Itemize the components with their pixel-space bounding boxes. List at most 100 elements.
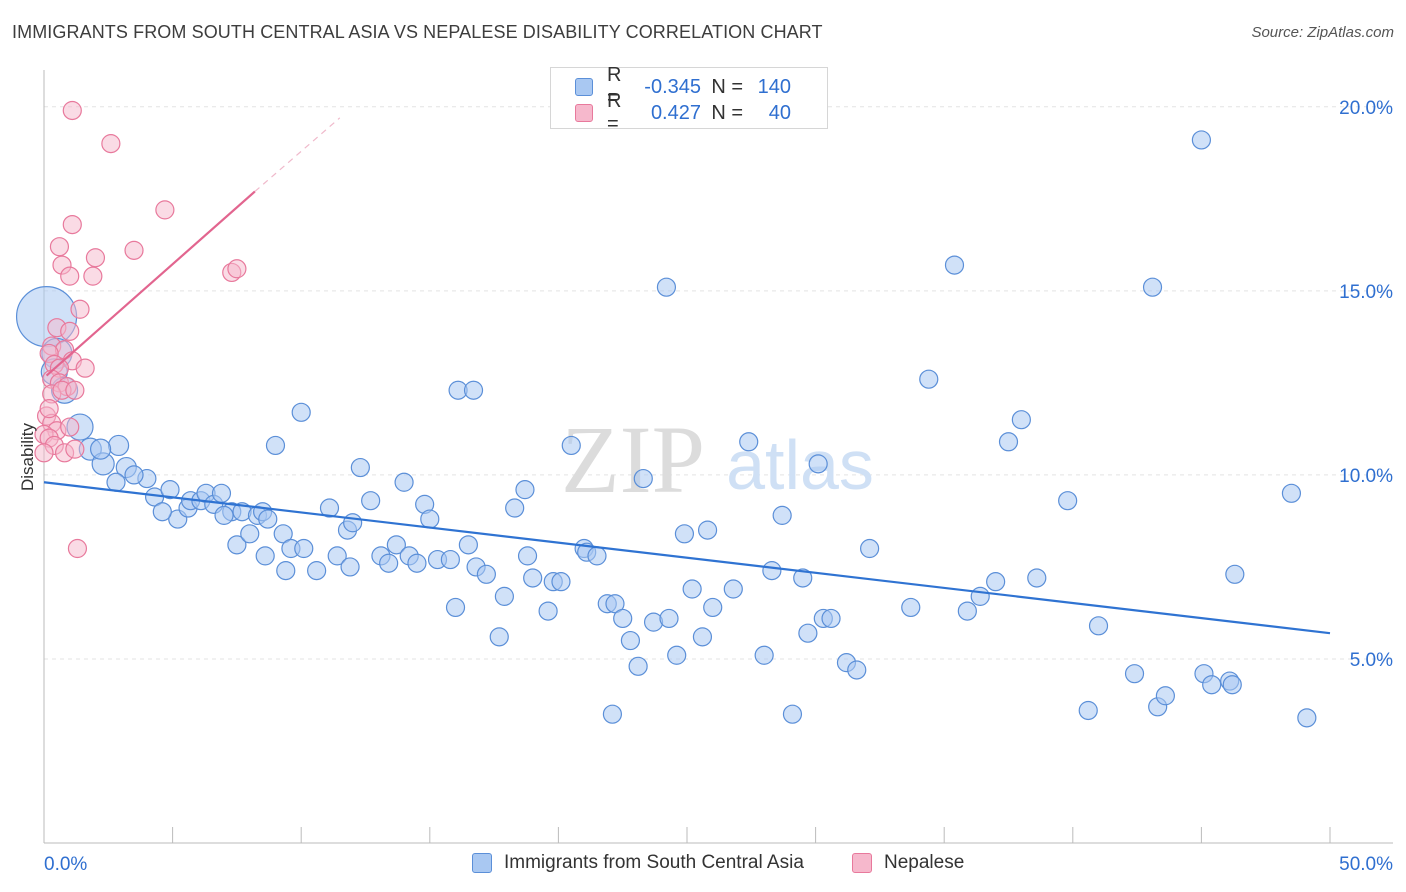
data-point-immigrants [1011,410,1031,430]
data-point-immigrants [255,546,275,566]
stats-row-immigrants: R = -0.345 N = 140 [575,64,791,109]
data-point-nepalese [101,134,121,154]
data-point-nepalese [60,417,80,437]
data-point-immigrants [620,630,641,651]
y-axis-label: Disability [18,422,37,492]
data-point-immigrants [986,572,1006,592]
data-point-immigrants [674,524,695,544]
data-point-immigrants [420,509,440,529]
data-point-immigrants [860,538,880,559]
data-point-immigrants [494,586,514,606]
legend-label-immigrants: Immigrants from South Central Asia [504,852,804,873]
data-point-immigrants [1155,686,1175,706]
x-tick-label: 50.0% [1339,854,1393,875]
r-value: 0.427 [650,101,701,124]
data-point-immigrants [1142,277,1163,297]
trend-line-nepalese-extension [254,117,341,192]
data-point-nepalese [155,200,175,220]
data-point-immigrants [458,535,478,555]
data-point-immigrants [1027,568,1047,588]
data-point-immigrants [1088,616,1109,636]
data-point-nepalese [62,215,82,235]
tick-labels: 5.0% 10.0% 15.0% 20.0% 0.0% 50.0% [44,98,1393,875]
data-point-nepalese [62,100,82,121]
legend-swatch-blue [472,853,492,873]
data-point-immigrants [754,645,774,665]
stats-row-nepalese: R = 0.427 N = 40 [575,90,791,135]
data-point-immigrants [633,468,653,489]
n-label: N = [711,75,743,98]
data-point-immigrants [227,535,247,555]
data-point-immigrants [847,660,867,680]
data-point-immigrants [1222,675,1242,695]
data-point-immigrants [682,579,702,599]
r-value: -0.345 [644,75,701,98]
data-point-nepalese [75,358,95,378]
data-point-immigrants [106,472,126,492]
data-point-nepalese [227,259,247,279]
data-point-nepalese [39,399,59,419]
data-point-nepalese [70,299,90,319]
data-point-immigrants [445,597,466,618]
data-point-immigrants [517,546,538,566]
data-point-immigrants [1078,700,1098,721]
data-point-immigrants [605,594,625,614]
data-point-immigrants [762,561,782,581]
trend-lines [43,117,1331,635]
data-point-immigrants [656,277,677,297]
data-point-immigrants [692,627,713,647]
data-point-immigrants [1281,483,1302,503]
data-point-immigrants [551,572,571,592]
data-point-immigrants [319,498,340,518]
data-point-immigrants [211,483,232,503]
data-point-nepalese [34,443,54,463]
y-tick-label: 20.0% [1339,98,1393,119]
data-point-immigrants [587,546,607,566]
data-point-immigrants [386,535,406,555]
legend-swatch-pink [852,853,872,873]
data-point-immigrants [970,586,990,606]
data-point-immigrants [667,645,687,665]
data-point-immigrants [1225,564,1245,584]
data-point-immigrants [538,601,558,621]
data-point-immigrants [1124,664,1145,684]
data-point-immigrants [523,568,543,588]
data-point-immigrants [723,579,743,599]
legend-label-nepalese: Nepalese [884,852,965,873]
n-label: N = [711,101,743,124]
legend-swatch-blue [575,78,593,96]
y-tick-label: 10.0% [1339,466,1393,487]
trend-line-nepalese [45,190,256,377]
n-value: 140 [757,75,791,98]
legend-item-immigrants: Immigrants from South Central Asia [472,852,804,874]
trend-line-immigrants [43,481,1331,635]
data-point-immigrants [798,623,818,643]
data-point-immigrants [821,608,841,629]
data-point-nepalese [65,439,85,459]
data-point-immigrants [515,480,535,500]
data-point-nepalese [60,266,80,286]
data-point-immigrants [628,656,648,676]
data-point-immigrants [273,524,293,544]
r-label: R = [607,90,622,135]
data-point-immigrants [291,402,311,422]
watermark-zip: ZIP [561,406,705,513]
data-point-immigrants [124,465,144,485]
x-tick-label: 0.0% [44,854,87,875]
chart-title: IMMIGRANTS FROM SOUTH CENTRAL ASIA VS NE… [12,22,823,42]
data-point-immigrants [602,704,623,724]
data-point-immigrants [944,255,965,275]
data-point-immigrants [998,432,1019,452]
data-point-immigrants [782,704,803,724]
data-point-immigrants [1202,675,1222,695]
n-value: 40 [768,101,791,124]
data-point-nepalese [60,321,80,341]
data-point-nepalese [83,266,103,286]
data-point-immigrants [343,513,363,533]
data-point-immigrants [276,561,296,581]
axes [43,70,1393,844]
data-point-immigrants [340,557,360,577]
data-point-nepalese [49,237,70,257]
data-point-immigrants [294,538,314,559]
